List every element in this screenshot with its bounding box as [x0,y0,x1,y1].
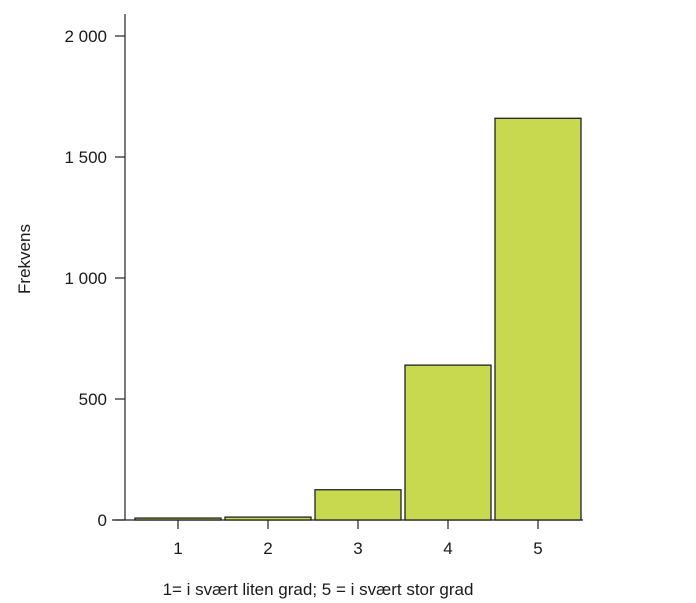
y-tick-label: 500 [79,390,107,409]
x-axis: 1 2 3 4 5 [112,519,583,558]
x-tick-label: 4 [443,539,452,558]
bar-4 [404,364,492,521]
bar-3 [314,489,402,521]
y-axis: 0 500 1 000 1 500 2 000 [64,14,126,530]
bar-2 [224,516,312,521]
y-tick-label: 2 000 [64,27,107,46]
x-tick-label: 3 [353,539,362,558]
bar-5 [494,117,582,521]
y-tick-label: 0 [98,511,107,530]
bar-1 [134,517,222,521]
x-axis-title: 1= i svært liten grad; 5 = i svært stor … [163,580,474,599]
x-tick-label: 2 [263,539,272,558]
y-tick-label: 1 000 [64,269,107,288]
y-tick-label: 1 500 [64,148,107,167]
bars [134,117,582,521]
x-tick-label: 1 [173,539,182,558]
x-tick-label: 5 [533,539,542,558]
y-axis-title: Frekvens [15,224,34,294]
